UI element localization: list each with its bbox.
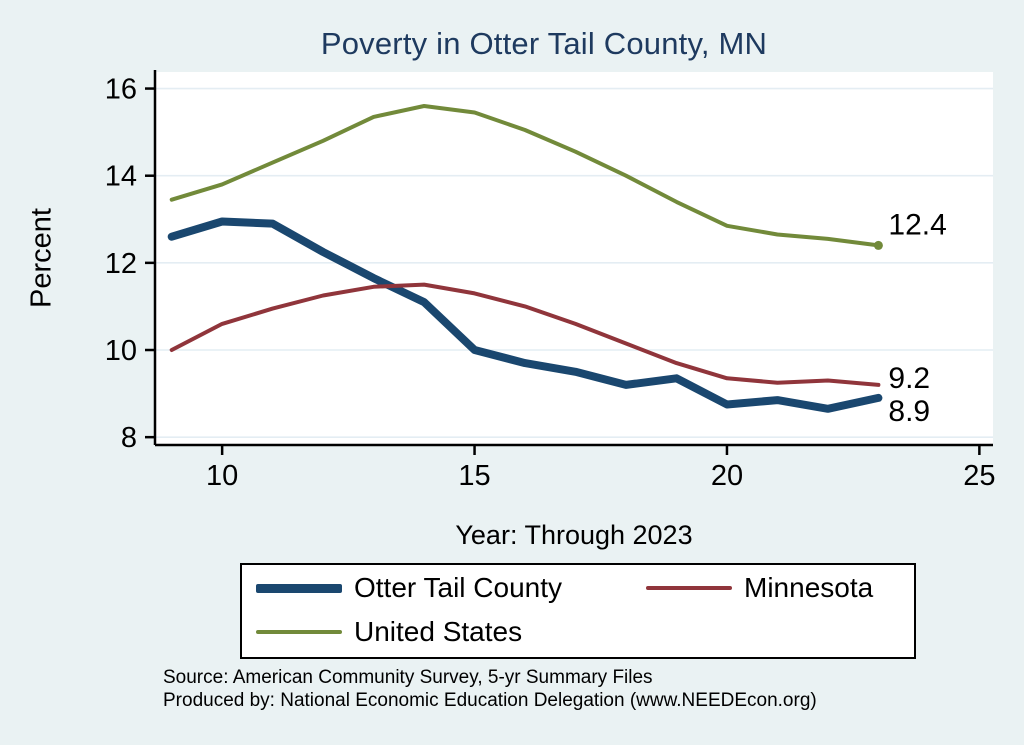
- source-line: Source: American Community Survey, 5-yr …: [163, 667, 653, 688]
- series-end-label-minnesota: 9.2: [888, 362, 930, 395]
- series-line-united-states: [169, 104, 881, 248]
- y-tick-label: 14: [105, 161, 137, 193]
- x-tick-label: 20: [711, 460, 743, 492]
- y-tick-label: 10: [105, 335, 137, 367]
- legend-item-united-states: United States: [256, 609, 522, 655]
- series-line-otter-tail-county: [167, 217, 883, 413]
- series-end-label-united-states: 12.4: [888, 208, 946, 241]
- chart-title: Poverty in Otter Tail County, MN: [320, 26, 768, 61]
- legend-label-otter-tail-county: Otter Tail County: [354, 572, 563, 603]
- legend: Otter Tail County Minnesota United State…: [240, 563, 916, 659]
- x-tick-label: 10: [206, 460, 238, 492]
- series-end-marker-united-states: [873, 240, 883, 250]
- series-line-minnesota: [169, 282, 881, 387]
- y-tick-label: 8: [121, 422, 137, 454]
- legend-item-minnesota: Minnesota: [646, 565, 873, 611]
- legend-swatch-minnesota: [646, 586, 732, 590]
- plot-area: 8 10 12 14 16 10 15 20 25 8.99.2 12.4: [105, 70, 996, 492]
- legend-label-united-states: United States: [354, 616, 523, 647]
- x-axis-title: Year: Through 2023: [455, 520, 693, 550]
- legend-swatch-united-states: [256, 630, 342, 634]
- legend-item-otter-tail-county: Otter Tail County: [256, 565, 562, 611]
- x-tick-label: 25: [963, 460, 995, 492]
- series-end-label-otter-tail-county: 8.9: [888, 395, 930, 428]
- produced-by-line: Produced by: National Economic Education…: [163, 690, 817, 711]
- source-notes: Source: American Community Survey, 5-yr …: [163, 666, 817, 712]
- plot-background: [155, 72, 993, 445]
- y-tick-label: 16: [105, 74, 137, 106]
- x-tick-label: 15: [458, 460, 490, 492]
- y-tick-label: 12: [105, 248, 137, 280]
- legend-label-minnesota: Minnesota: [744, 572, 874, 603]
- legend-swatch-otter-tail-county: [256, 583, 342, 593]
